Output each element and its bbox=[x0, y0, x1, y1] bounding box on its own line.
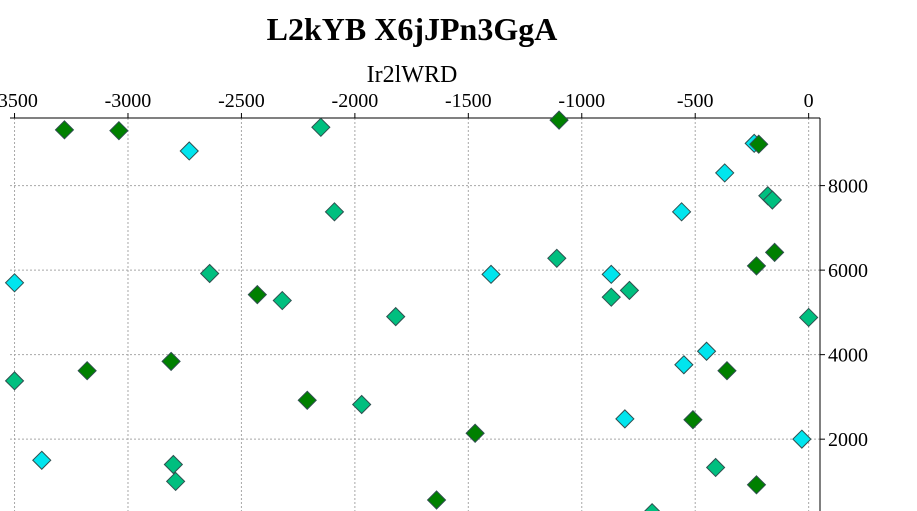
data-point bbox=[4, 273, 25, 293]
grid bbox=[10, 118, 820, 511]
data-point bbox=[601, 287, 621, 307]
data-point bbox=[601, 264, 621, 285]
x-tick-label: -1500 bbox=[445, 90, 492, 112]
y-tick-label: 8000 bbox=[828, 176, 868, 198]
data-point bbox=[199, 263, 220, 284]
data-point bbox=[32, 450, 52, 470]
data-point bbox=[161, 351, 181, 372]
data-point bbox=[696, 341, 717, 361]
x-tick-label: -2000 bbox=[332, 90, 379, 112]
data-point bbox=[481, 264, 501, 285]
data-point bbox=[311, 117, 331, 138]
data-point bbox=[746, 256, 767, 276]
x-tick-label: -500 bbox=[677, 90, 714, 112]
x-tick-label: -3000 bbox=[105, 90, 152, 112]
data-point bbox=[426, 490, 447, 510]
y-tick-label: 2000 bbox=[828, 429, 868, 451]
data-point bbox=[386, 306, 406, 327]
data-point bbox=[644, 502, 661, 511]
data-point bbox=[351, 394, 372, 415]
x-tick-label: -1000 bbox=[558, 90, 605, 112]
x-tick-label: 0 bbox=[804, 90, 814, 112]
data-point bbox=[465, 423, 485, 443]
x-tick-label: -3500 bbox=[0, 90, 38, 112]
y-tick-label: 4000 bbox=[828, 345, 868, 367]
data-point bbox=[179, 141, 199, 161]
data-point bbox=[109, 120, 129, 141]
y-axis-ticks: 2000 4000 6000 8000 bbox=[820, 176, 868, 451]
data-point bbox=[792, 429, 812, 449]
data-point bbox=[717, 360, 737, 381]
x-tick-label: -2500 bbox=[218, 90, 265, 112]
data-point bbox=[619, 280, 640, 301]
data-point bbox=[272, 290, 292, 311]
data-point bbox=[54, 120, 75, 140]
data-point bbox=[163, 454, 184, 475]
data-point bbox=[798, 307, 819, 328]
data-point bbox=[549, 110, 569, 130]
data-point bbox=[749, 134, 769, 154]
data-point bbox=[247, 284, 268, 305]
data-points bbox=[4, 110, 819, 511]
data-point bbox=[77, 360, 97, 381]
data-point bbox=[671, 202, 692, 222]
data-point bbox=[764, 242, 785, 263]
y-tick-label: 6000 bbox=[828, 260, 868, 282]
data-point bbox=[297, 390, 317, 410]
data-point bbox=[746, 475, 767, 495]
data-point bbox=[762, 190, 783, 210]
data-point bbox=[547, 248, 567, 269]
data-point bbox=[165, 471, 186, 492]
data-point bbox=[324, 202, 345, 222]
axes bbox=[10, 117, 821, 511]
data-point bbox=[4, 371, 25, 391]
data-point bbox=[705, 457, 726, 478]
x-axis-ticks: -3500 -3000 -2500 -2000 -1500 -1000 -500 0 bbox=[0, 90, 814, 118]
chart-title: L2kYB X6jJPn3GgA bbox=[267, 11, 558, 47]
data-point bbox=[683, 410, 703, 430]
data-point bbox=[615, 409, 635, 429]
x-axis-label: Ir2lWRD bbox=[367, 62, 458, 88]
data-point bbox=[674, 355, 694, 375]
data-point bbox=[714, 163, 735, 183]
